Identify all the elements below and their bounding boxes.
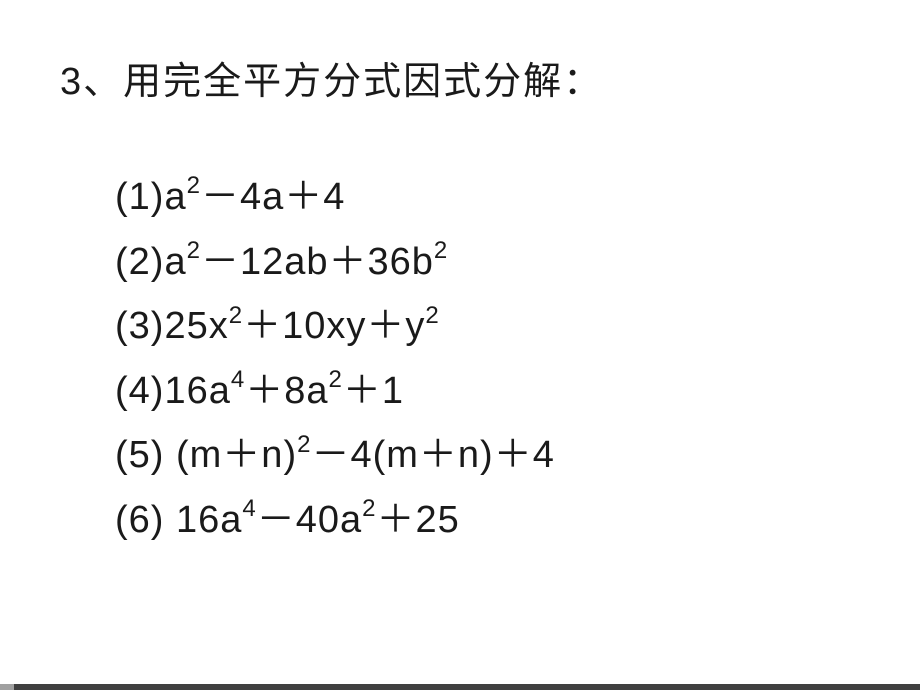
problem-label: (3) <box>115 305 164 347</box>
superscript: 4 <box>242 495 256 522</box>
superscript: 2 <box>187 172 201 199</box>
problem-label: (2) <box>115 241 164 283</box>
expression-text: ＋10xy＋y <box>243 305 425 347</box>
title-text: 用完全平方分式因式分解： <box>123 61 603 103</box>
expression-text: ＋1 <box>343 370 404 412</box>
expression-text: 25x <box>164 305 228 347</box>
superscript: 2 <box>362 495 376 522</box>
superscript: 2 <box>297 431 311 458</box>
expression-text: －4a＋4 <box>201 176 345 218</box>
title-separator: 、 <box>83 61 123 103</box>
expression-text: a <box>164 241 186 283</box>
problem-item: (3)25x2＋10xy＋y2 <box>115 294 860 359</box>
problem-item: (5) (m＋n)2－4(m＋n)＋4 <box>115 423 860 488</box>
problem-label: (5) <box>115 434 176 476</box>
superscript: 2 <box>229 302 243 329</box>
expression-text: a <box>164 176 186 218</box>
expression-text: 16a <box>176 499 242 541</box>
superscript: 2 <box>329 366 343 393</box>
problem-label: (6) <box>115 499 176 541</box>
superscript: 2 <box>425 302 439 329</box>
expression-text: 16a <box>164 370 230 412</box>
superscript: 4 <box>231 366 245 393</box>
expression-text: ＋25 <box>377 499 460 541</box>
superscript: 2 <box>187 237 201 264</box>
page-indicator-bar <box>0 684 920 690</box>
expression-text: －4(m＋n)＋4 <box>311 434 554 476</box>
expression-text: －40a <box>257 499 362 541</box>
problem-item: (1)a2－4a＋4 <box>115 165 860 230</box>
expression-text: ＋8a <box>245 370 328 412</box>
problem-item: (4)16a4＋8a2＋1 <box>115 359 860 424</box>
exercise-title: 3、用完全平方分式因式分解： <box>60 50 860 105</box>
expression-text: (m＋n) <box>176 434 297 476</box>
problems-list: (1)a2－4a＋4(2)a2－12ab＋36b2(3)25x2＋10xy＋y2… <box>60 165 860 553</box>
problem-label: (4) <box>115 370 164 412</box>
superscript: 2 <box>434 237 448 264</box>
problem-label: (1) <box>115 176 164 218</box>
page-indicator-thumb <box>0 684 14 690</box>
expression-text: －12ab＋36b <box>201 241 434 283</box>
problem-item: (6) 16a4－40a2＋25 <box>115 488 860 553</box>
problem-item: (2)a2－12ab＋36b2 <box>115 230 860 295</box>
title-number: 3 <box>60 61 83 103</box>
